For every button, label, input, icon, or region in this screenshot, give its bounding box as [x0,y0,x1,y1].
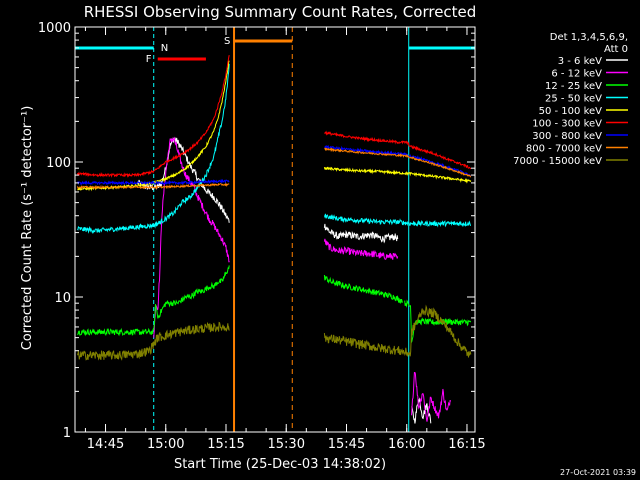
legend-label: 12 - 25 keV [545,81,602,92]
x-tick-label: 16:00 [388,437,425,452]
legend-label: 800 - 7000 keV [526,144,602,155]
series-line [323,166,472,184]
legend-label: 3 - 6 keV [558,56,602,67]
series-line [411,397,432,424]
series-line [137,137,230,223]
plot-axes: 1 10 100 1000 14:45 15:00 15:15 15:30 15:45 16:00… [38,21,486,452]
y-axis-label: Corrected Count Rate (s⁻¹ detector⁻¹) [20,106,35,351]
y-tick-label: 1 [63,426,71,441]
night-marker-label: N [161,43,168,54]
x-tick-label: 15:00 [147,437,184,452]
chart-title: RHESSI Observing Summary Count Rates, Co… [84,3,477,21]
legend-label: 7000 - 15000 keV [513,156,602,167]
legend-header: Det 1,3,4,5,6,9, [550,32,628,43]
series-line [323,304,472,358]
x-tick-label: 14:45 [87,437,124,452]
saa-marker-label: S [224,36,230,47]
series-3-6-kev [137,137,432,424]
x-axis-label: Start Time (25-Dec-03 14:38:02) [174,457,386,472]
series-line [76,182,230,190]
flare-marker-label: F [146,54,152,65]
series-line [323,238,399,260]
series-line [324,144,472,177]
x-tick-label: 15:30 [268,437,305,452]
series-line [323,223,399,244]
legend-label: 300 - 800 keV [532,131,602,142]
series-100-300-kev [76,54,472,178]
series-25-50-kev [77,63,471,235]
series-line [411,372,452,422]
x-tick-label: 15:15 [207,437,244,452]
series-line [76,178,230,186]
series-line [77,265,230,337]
series-line [77,63,230,235]
legend-label: 50 - 100 keV [539,106,603,117]
y-tick-label: 10 [54,291,71,306]
series-800-7000-kev [76,147,472,190]
legend-label: 6 - 12 keV [551,69,602,80]
y-tick-label: 100 [46,156,71,171]
plot-series [76,54,472,424]
series-12-25-kev [77,265,472,344]
legend-label: 25 - 50 keV [545,94,602,105]
series-line [76,54,230,178]
legend-header: Att 0 [604,44,628,55]
legend: Det 1,3,4,5,6,9,Att 03 - 6 keV 6 - 12 keV… [513,32,628,167]
footer-timestamp: 27-Oct-2021 03:39 [560,468,636,477]
series-line [323,274,403,305]
series-line [404,299,472,344]
x-tick-label: 16:15 [448,437,485,452]
plot-frame [74,26,476,433]
series-line [153,136,230,338]
series-line [324,147,472,178]
x-tick-label: 15:45 [328,437,365,452]
series-line [324,130,472,170]
legend-label: 100 - 300 keV [532,119,602,130]
series-line [76,321,230,361]
series-7000-15000-kev [76,304,472,361]
series-6-12-kev [153,136,452,422]
series-line [323,213,471,228]
y-tick-label: 1000 [38,21,71,36]
series-300-800-kev [76,144,472,186]
